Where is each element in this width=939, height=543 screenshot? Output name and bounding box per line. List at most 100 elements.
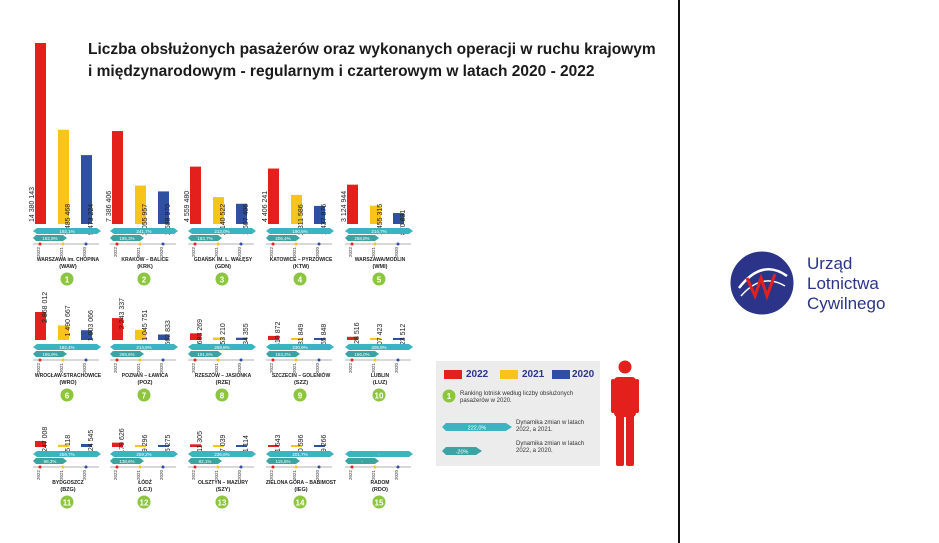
year-tick-label: 2021 xyxy=(136,362,141,373)
title-line-2: i międzynarodowym - regularnym i czarter… xyxy=(88,63,595,80)
dynamics-arrow-1 xyxy=(110,344,178,350)
dynamics-1-label: 192,1% xyxy=(59,229,74,234)
bar-ktw-2022 xyxy=(268,168,279,224)
year-tick xyxy=(294,465,298,469)
year-tick xyxy=(373,242,377,246)
legend-label-2021: 2021 xyxy=(522,369,545,380)
year-tick xyxy=(161,465,165,469)
dynamics-arrow-2 xyxy=(188,458,222,464)
dynamics-arrow-1 xyxy=(188,228,256,234)
dynamics-2-label: 166,0% xyxy=(354,352,369,357)
value-label: 111 305 xyxy=(197,431,204,455)
value-label: 7 485 468 xyxy=(65,204,72,235)
title-line-1: Liczba obsłużonych pasażerów oraz wykona… xyxy=(88,41,656,58)
rank-number: 1 xyxy=(65,276,70,285)
airport-name: OLSZTYN – MAZURY xyxy=(198,480,249,486)
rank-badge-icon xyxy=(372,272,386,286)
logo-line-2: Lotnictwa xyxy=(807,274,879,293)
year-tick xyxy=(373,358,377,362)
legend-swatch-2022 xyxy=(444,370,462,379)
dynamics-arrow-2 xyxy=(188,235,222,241)
value-label: 107 423 xyxy=(377,324,384,349)
year-tick-label: 2021 xyxy=(214,246,219,257)
rank-badge-icon xyxy=(372,388,386,402)
airport-code: (POZ) xyxy=(138,380,153,386)
year-tick-label: 2022 xyxy=(36,469,41,480)
year-tick xyxy=(294,358,298,362)
airport-code: (WRO) xyxy=(59,380,76,386)
bar-krk-2020 xyxy=(158,191,169,224)
airport-name: ZIELONA GÓRA – BABIMOST xyxy=(266,478,336,486)
value-label: 2 243 337 xyxy=(119,298,126,329)
value-label: 870 831 xyxy=(400,210,407,235)
bar-szz-2021 xyxy=(291,338,302,340)
bar-ieg-2020 xyxy=(314,445,325,447)
value-label: 7 386 406 xyxy=(106,191,113,222)
year-tick xyxy=(294,242,298,246)
year-tick xyxy=(271,358,275,362)
year-tick xyxy=(115,465,119,469)
value-label: 2 311 586 xyxy=(298,204,305,235)
dynamics-2-label: 153,2% xyxy=(275,352,290,357)
year-tick xyxy=(350,465,354,469)
dynamics-2-label: 183,7% xyxy=(197,236,212,241)
year-tick-label: 2020 xyxy=(237,246,242,257)
year-tick xyxy=(84,465,88,469)
value-label: 19 266 xyxy=(321,434,328,456)
value-label: 2 140 522 xyxy=(220,204,227,235)
airport-code: (LCJ) xyxy=(138,487,152,493)
airport-code: (RDO) xyxy=(372,487,388,493)
value-label: 562 833 xyxy=(165,320,172,345)
bar-rze-2022 xyxy=(190,333,201,340)
bar-bzg-2022 xyxy=(35,441,46,447)
airport-name: WROCŁAW-STRACHOWICE xyxy=(35,373,102,379)
legend-dyn1-sample: 222,0% xyxy=(468,426,487,432)
bar-luz-2020 xyxy=(393,338,404,340)
dynamics-1-label: 305,8% xyxy=(371,345,386,350)
value-label: 75 275 xyxy=(165,434,172,456)
passenger-person-icon xyxy=(611,360,639,466)
year-tick xyxy=(138,465,142,469)
logo-line-1: Urząd xyxy=(807,254,853,273)
svg-text:1: 1 xyxy=(447,392,452,401)
bar-krk-2022 xyxy=(112,131,123,224)
dynamics-arrow-1 xyxy=(188,451,256,457)
value-label: 1 455 315 xyxy=(377,204,384,235)
dynamics-arrow-icon: 222,0% xyxy=(442,423,512,432)
airport-name: BYDGOSZCZ xyxy=(52,480,83,486)
legend-swatch-2021 xyxy=(500,370,518,379)
dynamics-arrow-2 xyxy=(110,235,144,241)
year-tick-label: 2020 xyxy=(159,362,164,373)
airport-code: (RZE) xyxy=(216,380,231,386)
dynamics-arrow-2 xyxy=(345,458,379,464)
year-tick xyxy=(350,358,354,362)
dynamics-2-label: 98,3% xyxy=(44,459,57,464)
year-tick xyxy=(239,358,243,362)
year-tick-label: 2021 xyxy=(371,469,376,480)
dynamics-arrow-1 xyxy=(345,451,413,457)
bar-szz-2020 xyxy=(314,338,325,340)
rank-number: 12 xyxy=(140,499,149,508)
year-tick xyxy=(271,242,275,246)
dynamics-2-label: 258,8% xyxy=(354,236,369,241)
value-label: 47 039 xyxy=(220,434,227,456)
bar-lcj-2021 xyxy=(135,445,146,447)
bar-rze-2020 xyxy=(236,337,247,340)
dynamics-1-label: 259,7% xyxy=(59,452,74,457)
bar-szy-2021 xyxy=(213,445,224,447)
bar-bzg-2021 xyxy=(58,444,69,447)
value-label: 2 868 012 xyxy=(42,292,49,323)
dynamics-arrow-2 xyxy=(33,458,67,464)
rank-number: 11 xyxy=(63,499,72,508)
rank-badge-icon xyxy=(137,272,151,286)
value-label: 3 124 944 xyxy=(341,191,348,222)
year-tick-label: 2021 xyxy=(59,246,64,257)
dynamics-arrow-1 xyxy=(266,344,334,350)
year-tick-label: 2020 xyxy=(82,362,87,373)
bar-wmi-2022 xyxy=(347,184,358,224)
rank-number: 9 xyxy=(298,392,303,401)
dynamics-2-label: 298,6% xyxy=(119,352,134,357)
rank-number: 10 xyxy=(375,392,384,401)
rank-number: 8 xyxy=(220,392,225,401)
rank-badge-icon xyxy=(372,495,386,509)
